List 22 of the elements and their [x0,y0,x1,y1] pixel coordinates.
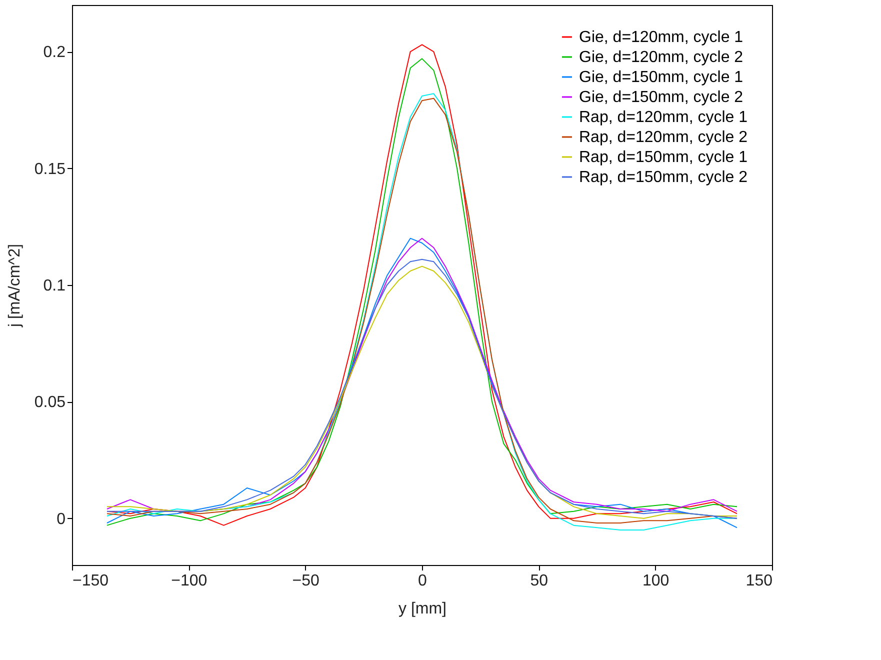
legend-label: Rap, d=120mm, cycle 1 [579,109,748,126]
y-axis-title: j [mA/cm^2] [6,244,24,328]
x-tick-label: 0 [418,572,428,590]
legend-label: Rap, d=150mm, cycle 1 [579,149,748,166]
y-tick-label: 0.05 [34,394,66,412]
x-tick-label: 100 [642,572,670,590]
y-tick-label: 0 [56,510,66,528]
legend-label: Rap, d=120mm, cycle 2 [579,129,748,146]
y-tick-label: 0.1 [43,278,66,294]
x-axis-title: y [mm] [398,600,446,618]
legend-label: Gie, d=120mm, cycle 2 [579,49,744,66]
y-tick-label: 0.2 [43,44,66,62]
x-tick-label: 50 [530,572,548,590]
legend-label: Rap, d=150mm, cycle 2 [579,169,748,186]
x-tick-label: 150 [746,572,773,590]
legend-label: Gie, d=150mm, cycle 2 [579,89,744,106]
x-tick-label: −100 [171,572,208,590]
legend-label: Gie, d=120mm, cycle 1 [579,29,744,46]
x-tick-label: −150 [72,572,109,590]
y-tick-label: 0.15 [34,160,66,178]
x-tick-label: −50 [292,572,320,590]
legend-label: Gie, d=150mm, cycle 1 [579,69,744,86]
